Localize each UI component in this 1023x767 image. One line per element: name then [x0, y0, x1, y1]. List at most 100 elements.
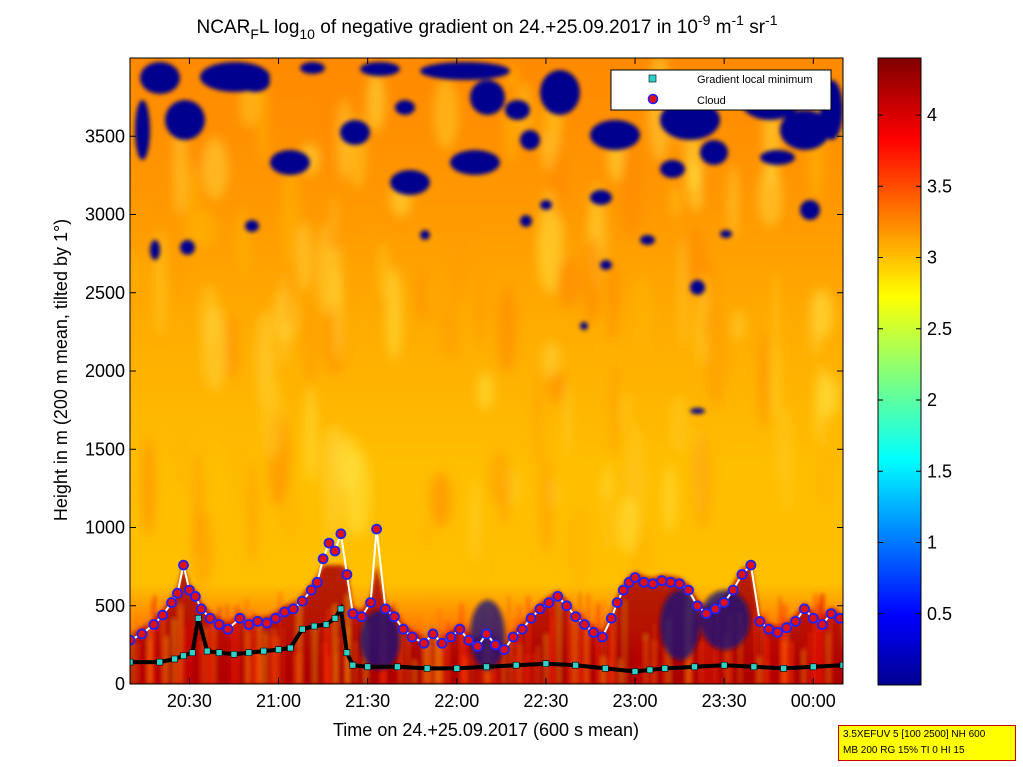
boundary-layer-streak: [172, 619, 176, 684]
cloud-point: [172, 587, 183, 599]
low-gradient-patch: [140, 62, 180, 94]
low-gradient-patch: [700, 140, 728, 165]
cloud-point: [371, 523, 383, 535]
low-gradient-patch: [180, 240, 195, 255]
cloud-point: [445, 631, 457, 643]
low-gradient-patch: [600, 260, 612, 270]
texture-streak: [378, 242, 389, 300]
low-gradient-patch: [300, 62, 325, 74]
boundary-layer-streak: [275, 636, 279, 684]
y-tick-label: 3000: [85, 205, 125, 225]
boundary-layer-streak: [699, 641, 703, 684]
boundary-layer-streak: [178, 603, 183, 684]
boundary-layer-streak: [708, 612, 710, 684]
cloud-point: [516, 623, 528, 635]
low-gradient-patch: [395, 100, 415, 115]
boundary-layer-streak: [571, 594, 573, 684]
boundary-layer-streak: [804, 611, 807, 684]
x-tick-label: 22:00: [434, 691, 479, 711]
low-gradient-patch: [165, 100, 205, 140]
boundary-layer-streak: [827, 632, 829, 684]
boundary-layer-streak: [729, 615, 731, 684]
cloud-point: [692, 600, 703, 612]
boundary-layer-streak: [586, 594, 590, 684]
texture-streak: [476, 371, 495, 411]
texture-streak: [631, 275, 653, 359]
boundary-layer-streak: [524, 654, 527, 684]
texture-streak: [130, 251, 141, 291]
texture-streak: [581, 239, 604, 324]
cloud-point: [195, 603, 207, 615]
texture-streak: [257, 71, 269, 164]
cloud-point: [427, 628, 439, 640]
cloud-point: [296, 595, 308, 607]
gradient-minimum-point: [691, 663, 698, 671]
boundary-layer-streak: [810, 616, 813, 684]
low-gradient-patch: [505, 100, 530, 120]
texture-streak: [693, 433, 712, 531]
cloud-point: [270, 612, 282, 624]
texture-streak: [246, 457, 259, 565]
cloud-point: [436, 637, 448, 649]
y-tick-label: 3500: [85, 126, 125, 146]
low-gradient-patch: [640, 235, 655, 245]
cloud-point: [234, 612, 246, 624]
colorbar-tick-label: 0.5: [927, 604, 952, 624]
texture-streak: [231, 429, 240, 514]
cloud-point: [611, 597, 623, 608]
boundary-layer-streak: [582, 610, 586, 684]
boundary-layer-streak: [300, 598, 302, 684]
low-gradient-patch: [590, 190, 612, 205]
low-gradient-patch: [135, 100, 150, 160]
y-axis: 0 500 1000 1500 2000 2500 3000 3500: [85, 126, 843, 694]
gradient-minimum-point: [661, 665, 669, 672]
boundary-layer-streak: [550, 605, 553, 684]
heatmap-field: [130, 58, 843, 684]
texture-streak: [334, 264, 343, 362]
boundary-layer-streak: [577, 623, 581, 684]
legend: Gradient local minimum Cloud: [610, 69, 832, 111]
texture-streak: [669, 212, 680, 256]
boundary-layer-streak: [260, 655, 263, 684]
cloud-point: [472, 641, 484, 652]
cloud-point: [638, 576, 650, 588]
cloud-point: [781, 622, 792, 634]
cloud-point: [335, 528, 347, 540]
gradient-minimum-point: [349, 661, 357, 669]
gradient-minimum-point: [337, 605, 345, 613]
boundary-layer-streak: [809, 632, 812, 684]
boundary-layer-streak: [781, 616, 784, 684]
gradient-minimum-point: [203, 647, 211, 655]
cloud-point: [347, 608, 359, 619]
cloud-point: [311, 576, 323, 588]
texture-streak: [193, 209, 217, 248]
texture-streak: [780, 404, 794, 512]
y-tick-label: 2000: [85, 361, 125, 381]
cloud-point: [380, 603, 391, 615]
cloud-point: [222, 623, 234, 635]
boundary-layer-streak: [153, 595, 156, 684]
cloud-point: [204, 612, 216, 624]
boundary-layer-streak: [663, 646, 666, 684]
boundary-layer-streak: [252, 611, 256, 684]
cloud-point: [727, 584, 739, 596]
cloud-point: [772, 627, 783, 638]
boundary-layer-streak: [816, 619, 819, 684]
gradient-minimum-point: [394, 663, 401, 671]
legend-label-gradient-minimum: Gradient local minimum: [697, 74, 813, 86]
texture-streak: [301, 298, 321, 384]
low-gradient-patch: [470, 80, 505, 115]
legend-marker-gradient-minimum: [648, 74, 657, 83]
cloud-point: [454, 623, 466, 635]
boundary-layer-streak: [247, 657, 251, 684]
legend-label-cloud: Cloud: [697, 95, 726, 107]
boundary-layer-streak: [819, 598, 822, 684]
boundary-layer-streak: [279, 592, 281, 684]
cloud-point: [674, 578, 685, 590]
legend-marker-cloud: [647, 93, 659, 105]
boundary-layer-streak: [791, 640, 794, 684]
boundary-layer-streak: [313, 625, 317, 684]
low-gradient-patch: [420, 62, 510, 80]
boundary-layer-streak: [545, 634, 548, 684]
texture-streak: [385, 267, 403, 361]
